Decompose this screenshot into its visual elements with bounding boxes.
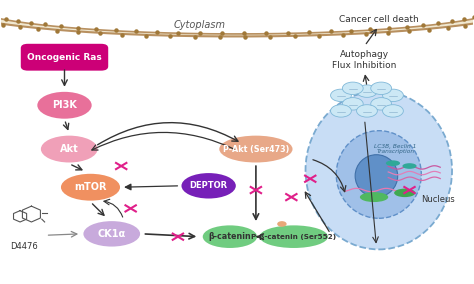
Circle shape bbox=[356, 105, 377, 117]
Text: P-Akt (Ser473): P-Akt (Ser473) bbox=[223, 145, 289, 154]
Circle shape bbox=[277, 221, 287, 227]
Ellipse shape bbox=[259, 225, 328, 248]
Circle shape bbox=[342, 98, 363, 110]
Circle shape bbox=[330, 105, 351, 117]
Text: Cytoplasm: Cytoplasm bbox=[173, 20, 225, 30]
Text: Nucleus: Nucleus bbox=[421, 195, 455, 204]
Ellipse shape bbox=[182, 173, 236, 199]
Text: mTOR: mTOR bbox=[74, 182, 107, 192]
Ellipse shape bbox=[355, 155, 398, 197]
Text: Cancer cell death: Cancer cell death bbox=[339, 14, 419, 24]
Ellipse shape bbox=[386, 160, 400, 166]
Circle shape bbox=[342, 82, 363, 95]
Text: D4476: D4476 bbox=[10, 242, 38, 251]
Circle shape bbox=[371, 98, 392, 110]
Ellipse shape bbox=[203, 225, 257, 248]
Text: DEPTOR: DEPTOR bbox=[190, 181, 228, 190]
Text: Akt: Akt bbox=[60, 144, 79, 154]
Ellipse shape bbox=[37, 92, 91, 119]
Ellipse shape bbox=[83, 221, 140, 247]
Ellipse shape bbox=[219, 136, 292, 162]
Text: P-β-catenin (Ser552): P-β-catenin (Ser552) bbox=[251, 234, 336, 240]
Ellipse shape bbox=[61, 174, 120, 201]
Ellipse shape bbox=[336, 131, 421, 218]
Ellipse shape bbox=[394, 189, 415, 197]
Ellipse shape bbox=[41, 136, 98, 162]
Ellipse shape bbox=[402, 163, 417, 169]
Text: Oncogenic Ras: Oncogenic Ras bbox=[27, 53, 102, 62]
Circle shape bbox=[383, 105, 403, 117]
FancyBboxPatch shape bbox=[21, 44, 108, 71]
Circle shape bbox=[383, 89, 403, 102]
Circle shape bbox=[330, 89, 351, 102]
Ellipse shape bbox=[306, 91, 452, 249]
Text: β-catenin: β-catenin bbox=[209, 232, 251, 241]
Circle shape bbox=[356, 85, 377, 97]
Text: Autophagy
Flux Inhibition: Autophagy Flux Inhibition bbox=[332, 50, 397, 70]
Text: LC3B, Beclin 1
Transcription: LC3B, Beclin 1 Transcription bbox=[374, 144, 417, 154]
Ellipse shape bbox=[360, 192, 388, 202]
Text: CK1α: CK1α bbox=[98, 229, 126, 239]
Polygon shape bbox=[0, 5, 474, 36]
Text: PI3K: PI3K bbox=[52, 100, 77, 110]
Circle shape bbox=[371, 82, 392, 95]
